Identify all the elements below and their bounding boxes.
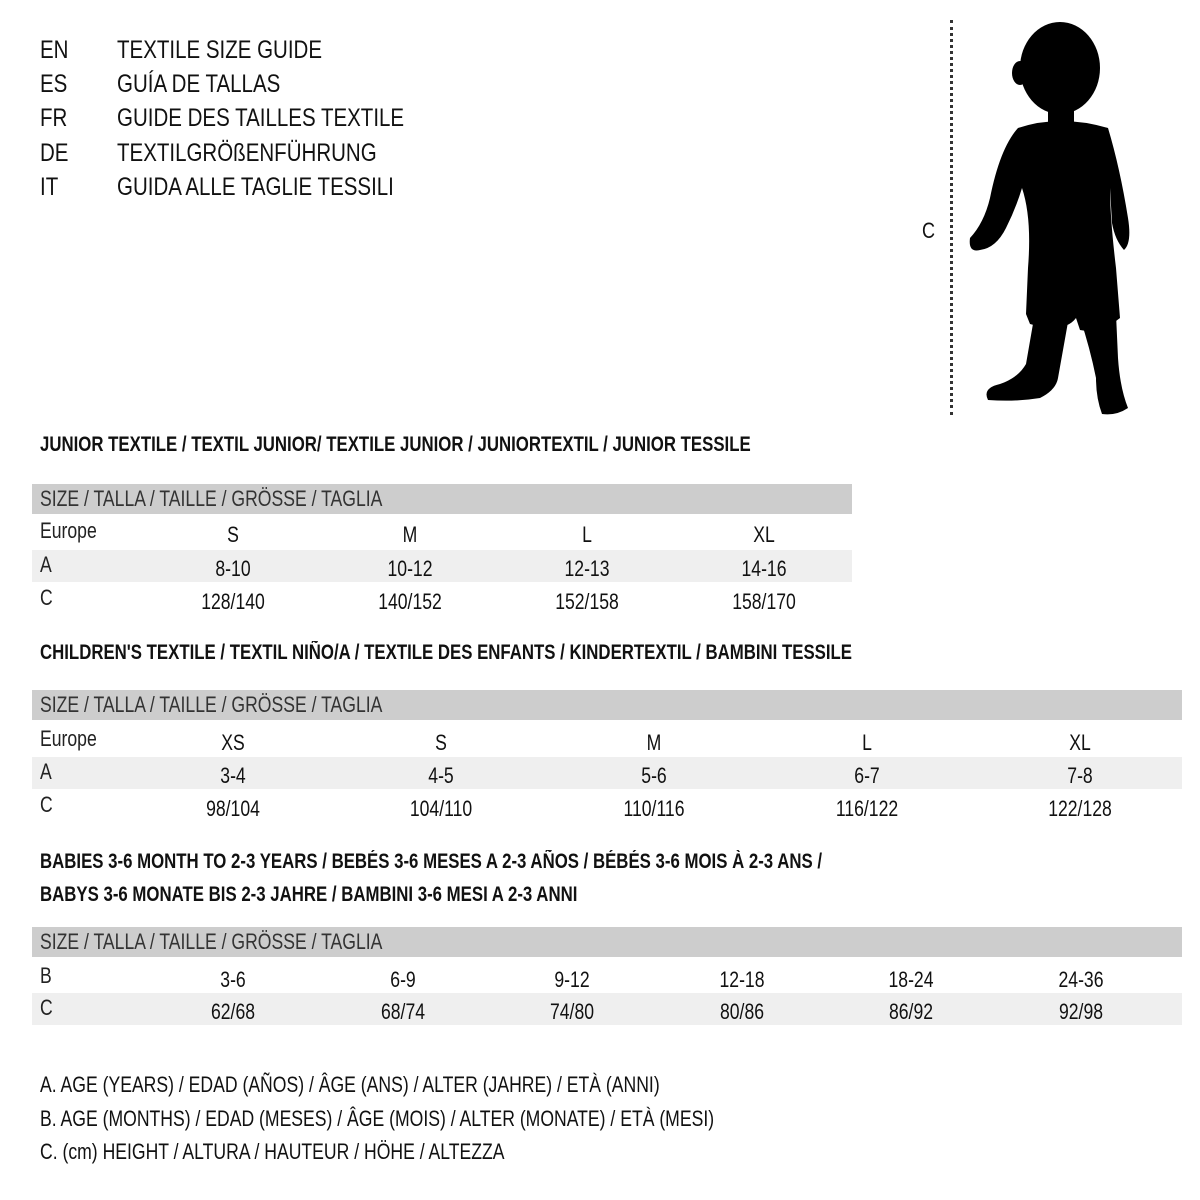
legend-item: C. (cm) HEIGHT / ALTURA / HAUTEUR / HÖHE… — [40, 1139, 505, 1164]
size-header-band: SIZE / TALLA / TAILLE / GRÖSSE / TAGLIA — [32, 690, 1182, 720]
guide-title: GUIDE DES TAILLES TEXTILE — [117, 104, 405, 132]
table-row: C 98/104 104/110 110/116 116/122 122/128 — [32, 790, 1182, 822]
row-label: Europe — [40, 518, 97, 543]
table-cell: M — [646, 730, 662, 755]
table-cell: 24-36 — [1058, 967, 1104, 992]
table-cell: 12-18 — [719, 967, 765, 992]
table-cell: 122/128 — [1048, 796, 1112, 821]
table-cell: 8-10 — [215, 556, 251, 581]
row-label: Europe — [40, 726, 97, 751]
table-cell: 9-12 — [554, 967, 590, 992]
table-row: A 3-4 4-5 5-6 6-7 7-8 — [32, 757, 1182, 789]
size-header-label: SIZE / TALLA / TAILLE / GRÖSSE / TAGLIA — [40, 929, 383, 954]
legend-item: B. AGE (MONTHS) / EDAD (MESES) / ÂGE (MO… — [40, 1106, 715, 1131]
language-code: IT — [40, 173, 59, 201]
row-label: A — [40, 552, 52, 577]
table-cell: 4-5 — [428, 763, 454, 788]
guide-title: TEXTILE SIZE GUIDE — [117, 36, 323, 64]
child-silhouette-icon — [969, 22, 1130, 415]
table-cell: 5-6 — [641, 763, 667, 788]
table-cell: 152/158 — [555, 589, 619, 614]
row-label: C — [40, 995, 53, 1020]
table-cell: 86/92 — [888, 999, 934, 1024]
table-cell: L — [582, 522, 592, 547]
table-cell: 6-9 — [390, 967, 416, 992]
language-code: ES — [40, 70, 68, 98]
table-cell: 98/104 — [206, 796, 260, 821]
table-cell: 3-6 — [220, 967, 246, 992]
table-row: C 128/140 140/152 152/158 158/170 — [32, 583, 852, 615]
row-label: A — [40, 759, 52, 784]
table-cell: 128/140 — [201, 589, 265, 614]
table-cell: 14-16 — [741, 556, 787, 581]
guide-title: GUIDA ALLE TAGLIE TESSILI — [117, 173, 394, 201]
table-cell: M — [402, 522, 418, 547]
table-cell: 140/152 — [378, 589, 442, 614]
table-cell: XL — [1069, 730, 1091, 755]
table-cell: S — [227, 522, 239, 547]
table-cell: 158/170 — [732, 589, 796, 614]
size-header-band: SIZE / TALLA / TAILLE / GRÖSSE / TAGLIA — [32, 484, 852, 514]
size-header-label: SIZE / TALLA / TAILLE / GRÖSSE / TAGLIA — [40, 692, 383, 717]
section-title: CHILDREN'S TEXTILE / TEXTIL NIÑO/A / TEX… — [40, 641, 853, 664]
table-row: A 8-10 10-12 12-13 14-16 — [32, 550, 852, 582]
table-cell: S — [435, 730, 447, 755]
section-title: BABIES 3-6 MONTH TO 2-3 YEARS / BEBÉS 3-… — [40, 850, 823, 873]
table-cell: 74/80 — [549, 999, 595, 1024]
table-cell: 3-4 — [220, 763, 246, 788]
table-cell: L — [862, 730, 872, 755]
table-cell: 104/110 — [409, 796, 473, 821]
table-cell: 10-12 — [387, 556, 433, 581]
table-row: B 3-6 6-9 9-12 12-18 18-24 24-36 — [32, 961, 1182, 993]
guide-title: TEXTILGRÖßENFÜHRUNG — [117, 139, 377, 167]
table-row: Europe XS S M L XL — [32, 724, 1182, 756]
table-row: C 62/68 68/74 74/80 80/86 86/92 92/98 — [32, 993, 1182, 1025]
table-cell: 18-24 — [888, 967, 934, 992]
table-cell: 68/74 — [380, 999, 426, 1024]
table-cell: 12-13 — [564, 556, 610, 581]
row-label: C — [40, 792, 53, 817]
table-row: Europe S M L XL — [32, 516, 852, 548]
row-label: C — [40, 585, 53, 610]
language-code: FR — [40, 104, 68, 132]
table-cell: 6-7 — [854, 763, 880, 788]
legend-item: A. AGE (YEARS) / EDAD (AÑOS) / ÂGE (ANS)… — [40, 1072, 660, 1097]
height-label: C — [922, 218, 936, 243]
table-cell: XS — [221, 730, 245, 755]
language-code: EN — [40, 36, 69, 64]
section-title: JUNIOR TEXTILE / TEXTIL JUNIOR/ TEXTILE … — [40, 433, 751, 456]
section-title: BABYS 3-6 MONATE BIS 2-3 JAHRE / BAMBINI… — [40, 883, 578, 906]
table-cell: XL — [753, 522, 775, 547]
table-cell: 7-8 — [1067, 763, 1093, 788]
table-cell: 116/122 — [835, 796, 899, 821]
row-label: B — [40, 963, 52, 988]
language-code: DE — [40, 139, 69, 167]
guide-title: GUÍA DE TALLAS — [117, 70, 281, 98]
table-cell: 62/68 — [210, 999, 256, 1024]
table-cell: 92/98 — [1058, 999, 1104, 1024]
table-cell: 110/116 — [623, 796, 685, 821]
size-header-label: SIZE / TALLA / TAILLE / GRÖSSE / TAGLIA — [40, 486, 383, 511]
size-header-band: SIZE / TALLA / TAILLE / GRÖSSE / TAGLIA — [32, 927, 1182, 957]
table-cell: 80/86 — [719, 999, 765, 1024]
height-dotted-line — [950, 20, 953, 415]
